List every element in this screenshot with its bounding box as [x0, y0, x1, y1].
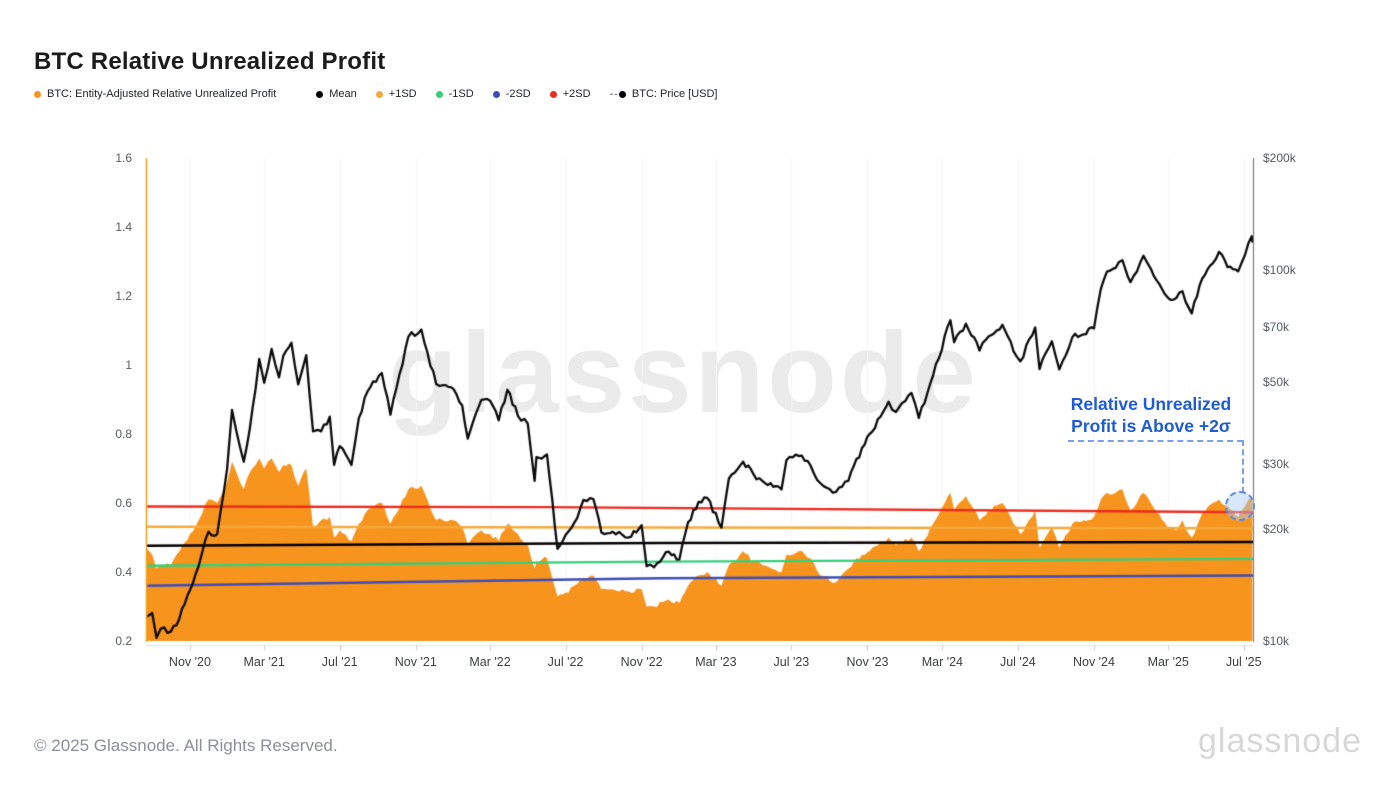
- left-axis-tick-label: 0.8: [115, 427, 132, 441]
- annotation-connector-horizontal: [1068, 440, 1243, 442]
- x-axis-tick-label: Mar '22: [469, 655, 511, 669]
- left-axis-tick-label: 1.4: [115, 220, 132, 234]
- x-axis-tick-label: Mar '21: [243, 655, 285, 669]
- x-axis-tick-label: Jul '23: [773, 655, 810, 669]
- right-axis-tick-label: $70k: [1263, 320, 1290, 335]
- right-axis-tick-label: $200k: [1263, 151, 1296, 165]
- right-axis-tick-label: $50k: [1263, 374, 1290, 389]
- right-axis-tick-label: $30k: [1263, 456, 1290, 471]
- x-axis-tick-label: Jul '22: [547, 655, 584, 669]
- x-axis-tick-label: Jul '25: [1225, 655, 1262, 669]
- left-axis-tick-label: 0.6: [115, 496, 132, 510]
- x-axis-tick-label: Nov '23: [846, 655, 889, 669]
- x-axis-tick-label: Mar '24: [921, 655, 963, 669]
- left-axis-tick-label: 1.2: [115, 289, 132, 303]
- annotation-callout: Relative Unrealized Profit is Above +2σ: [1056, 393, 1246, 437]
- x-axis-tick-label: Nov '20: [168, 655, 211, 669]
- annotation-line2: Profit is Above +2σ: [1071, 416, 1231, 436]
- left-axis-tick-label: 0.4: [115, 565, 132, 579]
- x-axis-tick-label: Mar '23: [695, 655, 737, 669]
- left-axis-tick-label: 1.6: [115, 151, 132, 165]
- right-axis-tick-label: $100k: [1263, 262, 1296, 277]
- left-axis-tick-label: 1: [125, 358, 132, 372]
- annotation-line1: Relative Unrealized: [1070, 394, 1232, 414]
- x-axis-tick-label: Nov '22: [620, 655, 663, 669]
- x-axis-tick-label: Jul '24: [999, 655, 1036, 669]
- x-axis-tick-label: Nov '24: [1072, 655, 1115, 669]
- annotation-connector-vertical: [1242, 440, 1244, 493]
- x-axis-tick-label: Nov '21: [394, 655, 437, 669]
- x-axis-tick-label: Jul '21: [321, 655, 358, 669]
- x-axis-tick-label: Mar '25: [1147, 655, 1189, 669]
- left-axis-tick-label: 0.2: [115, 634, 132, 648]
- annotation-highlight-circle: [1225, 491, 1255, 521]
- right-axis-tick-label: $20k: [1263, 522, 1290, 537]
- right-axis-tick-label: $10k: [1263, 634, 1290, 648]
